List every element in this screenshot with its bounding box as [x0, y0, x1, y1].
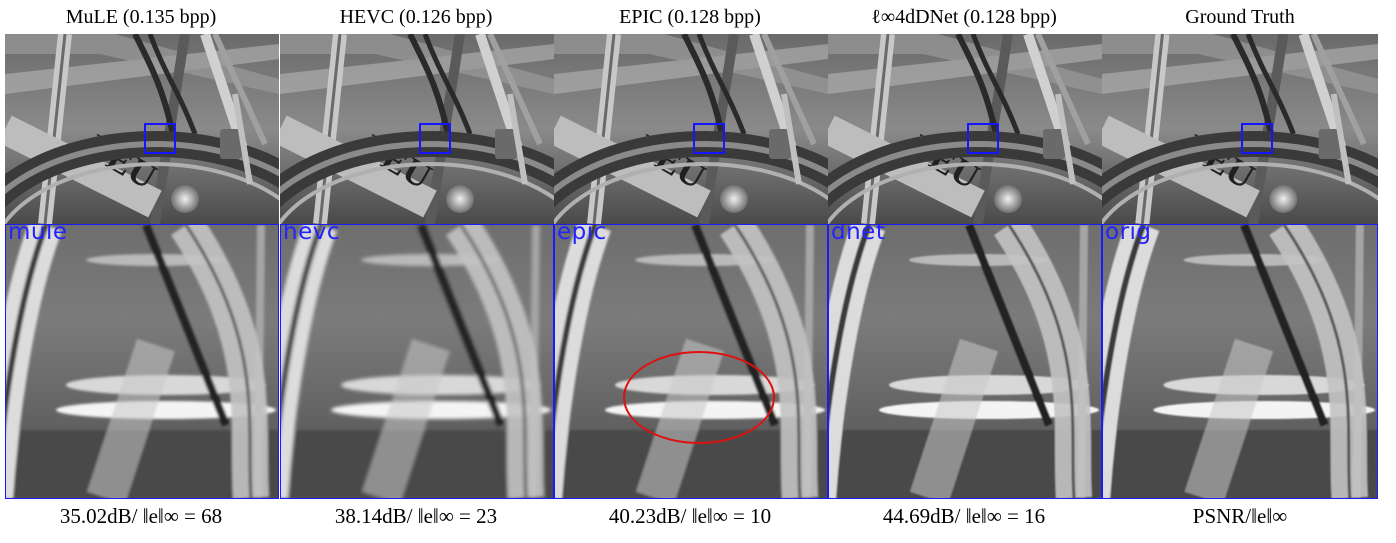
zoomed-crop-mule: mule	[5, 224, 279, 499]
full-image-hevc: PEU	[280, 34, 554, 224]
full-image-mule: PEU	[5, 34, 279, 224]
caption-dnet: 44.69dB/ ‖e‖∞ = 16	[882, 504, 1046, 528]
zoomed-crop-hevc: hevc	[280, 224, 554, 499]
column-title-epic: EPIC (0.128 bpp)	[619, 6, 761, 28]
caption-mule: 35.02dB/ ‖e‖∞ = 68	[59, 504, 223, 528]
zoomed-crop-ground-truth: orig	[1102, 224, 1378, 499]
caption-hevc: 38.14dB/ ‖e‖∞ = 23	[334, 504, 498, 528]
zoom-region-box	[144, 123, 176, 154]
zoomed-crop-epic: epic	[554, 224, 828, 499]
column-title-ground-truth: Ground Truth	[1185, 6, 1295, 28]
caption-epic: 40.23dB/ ‖e‖∞ = 10	[608, 504, 772, 528]
zoom-region-box	[419, 123, 451, 154]
caption-ground-truth: PSNR/‖e‖∞	[1192, 504, 1288, 528]
crop-label: orig	[1105, 224, 1152, 245]
full-image-ground-truth: PEU	[1102, 34, 1378, 224]
zoom-region-box	[967, 123, 999, 154]
zoom-region-box	[693, 123, 725, 154]
crop-label: epic	[557, 224, 607, 245]
full-image-dnet: PEU	[828, 34, 1102, 224]
crop-label: hevc	[283, 224, 340, 245]
crop-label: mule	[8, 224, 68, 245]
column-title-dnet: ℓ∞4dDNet (0.128 bpp)	[871, 6, 1057, 28]
full-image-epic: PEU	[554, 34, 828, 224]
column-title-mule: MuLE (0.135 bpp)	[65, 6, 217, 28]
column-title-hevc: HEVC (0.126 bpp)	[339, 6, 493, 28]
zoomed-crop-dnet: dnet	[828, 224, 1102, 499]
artifact-highlight-ellipse	[623, 351, 775, 444]
zoom-region-box	[1241, 123, 1273, 154]
crop-label: dnet	[831, 224, 886, 245]
